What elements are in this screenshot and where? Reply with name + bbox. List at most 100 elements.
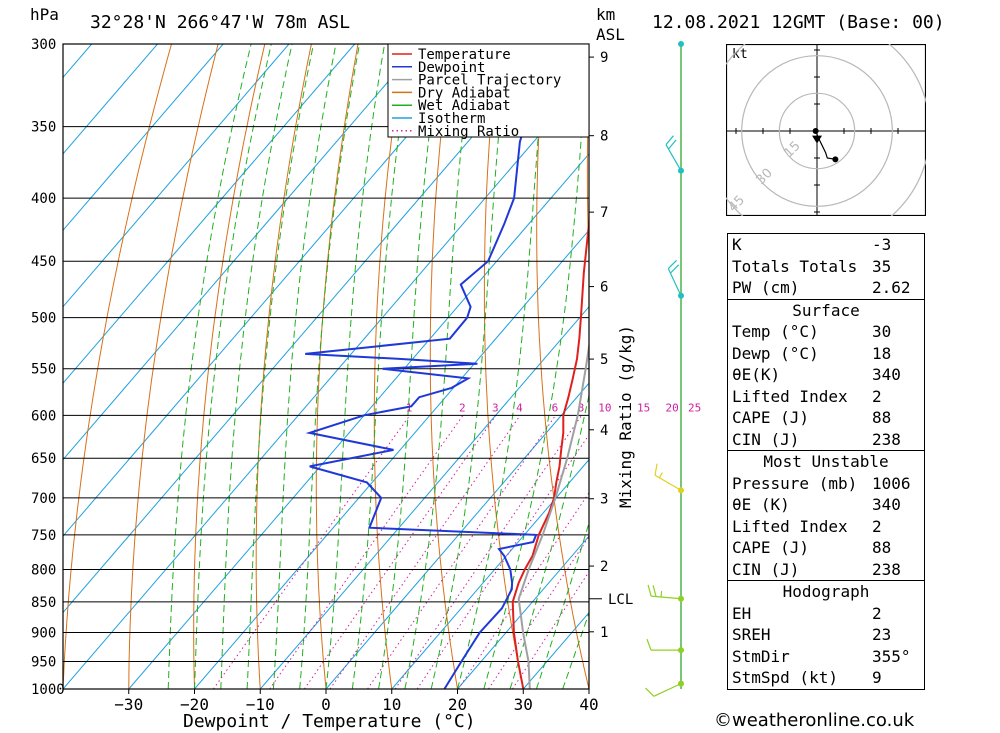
height-tick-label: 8 [600,129,608,145]
wind-barb-flag [652,585,657,597]
mixing-ratio-line [303,415,497,689]
index-label: CIN (J) [732,559,800,579]
index-row: Lifted Index 2 [728,516,924,538]
axes: 3003504004505005506006507007508008509009… [31,37,633,714]
index-row: StmDir 355° [728,646,924,668]
pressure-tick-label: 950 [31,655,56,671]
index-label: StmDir [732,646,790,666]
index-value: 238 [872,559,901,579]
dry-adiabat-line [63,44,172,689]
x-tick-label: −10 [246,695,275,714]
height-tick-label: 6 [600,280,608,296]
dry-adiabat-line [917,44,1000,689]
index-label: CIN (J) [732,429,800,449]
indices-panel: K -3 Totals Totals 35 PW (cm) 2.62 Surface Te… [727,233,925,690]
mixing-ratio-labels: 1 2 3 4 6 8 10 15 20 25 [406,401,701,414]
mixing-ratio-line [212,415,411,689]
mixing-ratio-line [457,491,589,689]
pressure-tick-label: 400 [31,191,56,207]
wind-barb-flag [646,638,652,651]
isotherm-line [63,44,158,155]
isotherm-line [194,229,589,689]
index-value: 2 [872,516,882,536]
index-label: Pressure (mb) [732,473,858,493]
dry-adiabat-line [536,44,589,689]
hodograph-frame [726,44,926,216]
wind-dot [678,41,684,47]
index-label: Totals Totals [732,256,858,276]
dry-adiabat-line [964,44,1000,689]
mixing-ratio-tick: 20 [665,401,678,414]
legend-entry: Isotherm [418,111,485,127]
height-tick-label: 4 [600,423,608,439]
general-indices: K -3 Totals Totals 35 PW (cm) 2.62 [727,233,925,299]
wet-adiabat-line [483,44,589,689]
index-label: θE(K) [732,365,781,384]
lcl-label: LCL [608,592,633,608]
wind-barb-flag [667,259,678,270]
pressure-tick-label: 850 [31,595,56,611]
wet-adiabat-line [457,44,547,689]
mixing-ratio-tick: 10 [598,401,611,414]
index-row: StmSpd (kt) 9 [728,667,924,689]
index-value: 2.62 [872,278,911,297]
pressure-tick-label: 900 [31,626,56,642]
dry-adiabat-line [483,44,524,689]
pressure-unit-label: hPa [30,5,59,24]
datetime-title: 12.08.2021 12GMT (Base: 00) [652,12,945,33]
height-unit-bottom: ASL [596,25,625,44]
index-row: EH 2 [728,603,924,625]
most-unstable-header: Most Unstable [763,452,889,471]
wind-barb-flag [668,139,677,150]
index-value: 2 [872,603,882,623]
wet-adiabat-line [562,611,589,689]
wet-adiabat-line [299,44,360,689]
index-row: Totals Totals 35 [728,256,924,278]
mixing-ratio-tick: 2 [459,401,466,414]
surface-indices: Surface Temp (°C) 30 Dewp (°C) 18 θE(K) 340 Li… [727,298,925,451]
pressure-tick-label: 300 [31,37,56,53]
index-value: 355° [872,646,911,666]
index-value: 35 [872,256,892,276]
dry-adiabat-line [128,44,219,689]
isotherm-line [63,44,553,614]
wet-adiabat-line [325,44,386,689]
isotherm-line [63,44,290,308]
mixing-ratio-tick: 25 [688,401,701,414]
dry-adiabat-line [255,44,312,689]
wet-adiabat-line [167,44,252,689]
height-unit-top: km [596,5,615,24]
legend-entry: Dewpoint [418,60,485,76]
wind-barb-staff [653,683,682,697]
index-row: CIN (J) 238 [728,429,924,451]
legend-entry: Mixing Ratio [418,124,519,140]
x-tick-label: 0 [321,695,331,714]
profile-series [305,44,589,689]
isotherm-line [63,44,224,232]
pressure-tick-label: 650 [31,451,56,467]
index-row: Temp (°C) 30 [728,321,924,343]
index-label: PW (cm) [732,278,800,297]
wind-barb-flag [654,463,658,476]
mixing-ratio-line [394,415,583,689]
height-tick-label: 5 [600,352,608,368]
index-value: 2 [872,386,882,406]
isotherm-line [63,44,421,461]
index-value: 88 [872,408,892,427]
index-row: CAPE (J) 88 [728,537,924,559]
pressure-tick-label: 800 [31,562,56,578]
isotherm-line [63,44,356,384]
mixing-ratio-tick: 8 [578,401,585,414]
isotherm-line [0,44,26,689]
index-label: EH [732,603,752,623]
height-tick-label: 1 [600,625,608,641]
legend-box [387,43,590,138]
pressure-tick-label: 350 [31,120,56,136]
index-row: K -3 [728,234,924,256]
index-value: 30 [872,322,892,341]
wind-barb-flag [670,264,680,274]
hodo-ring [778,92,856,170]
x-tick-label: 30 [514,695,533,714]
